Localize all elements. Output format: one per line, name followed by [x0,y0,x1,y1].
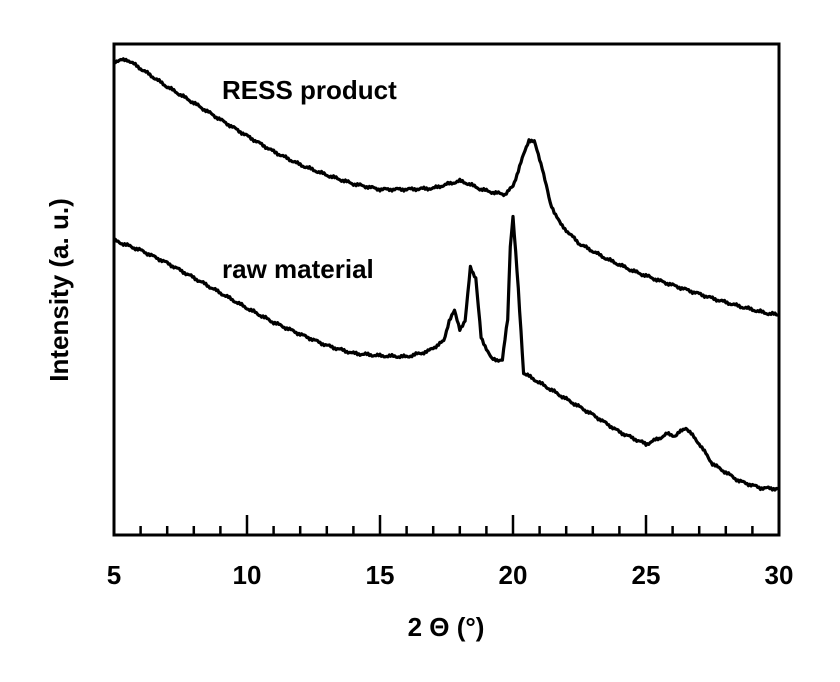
series-label-1: RESS product [222,75,397,105]
x-tick-label: 15 [366,560,395,590]
x-tick-label: 10 [233,560,262,590]
series-line-2 [112,214,780,492]
x-major-ticks [112,515,781,535]
x-tick-label: 30 [765,560,794,590]
series-line-1 [112,57,780,317]
x-tick-label: 20 [499,560,528,590]
series-label-2: raw material [222,254,374,284]
x-tick-labels: 5 10 15 20 25 30 [107,560,794,590]
series-labels: RESS product raw material [222,75,397,284]
series-layer [112,57,780,492]
y-axis-title: Intensity (a. u.) [44,198,74,381]
x-tick-label: 5 [107,560,121,590]
x-tick-label: 25 [632,560,661,590]
x-axis-title: 2 Θ (°) [408,612,485,642]
x-minor-ticks [139,526,754,535]
plot-frame [112,42,781,537]
